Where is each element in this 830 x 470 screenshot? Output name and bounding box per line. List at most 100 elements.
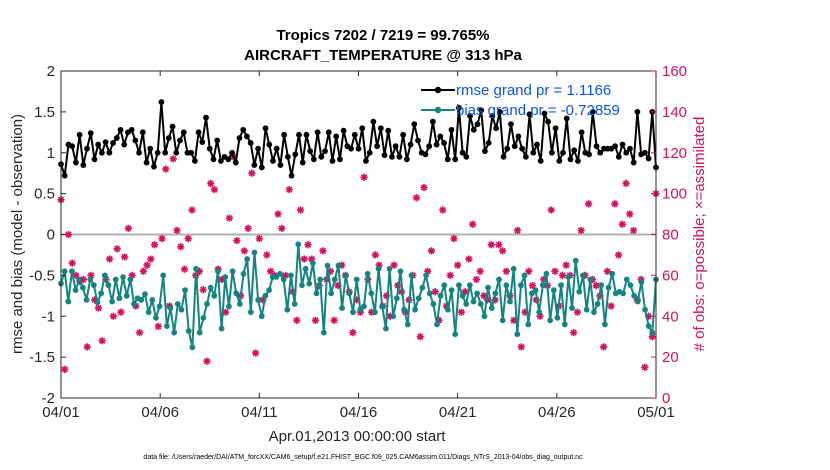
rmse-point [236,135,243,141]
rmse-point [422,151,429,158]
bias-point [105,282,112,289]
obs-marker-stroke [476,268,484,275]
obs-marker [135,329,144,337]
obs-marker-stroke [611,200,618,208]
rmse-point [151,163,157,170]
bias-point [382,325,389,332]
obs-marker-stroke [503,268,510,275]
bias-point [514,331,521,338]
obs-marker [360,173,368,181]
rmse-point [478,107,485,114]
obs-marker-stroke [113,245,121,252]
bias-point [441,282,448,289]
y-axis-left-label: rmse and bias (model - observation) [9,114,26,354]
obs-marker-stroke [447,272,454,279]
obs-marker [412,194,421,202]
rmse-point [470,126,477,133]
rmse-point [519,145,526,152]
rmse-point [511,143,518,150]
bias-point [649,329,656,336]
obs-marker [603,267,611,275]
obs-marker-stroke [473,276,480,283]
rmse-point [154,149,161,156]
bias-point [291,301,298,307]
obs-marker-stroke [185,235,192,242]
rmse-point [429,118,436,125]
obs-marker [382,292,391,300]
bias-point [361,303,367,310]
rmse-point [277,162,284,168]
y-right-tick-label: 100 [662,186,687,203]
obs-marker-stroke [630,227,637,234]
rmse-point [474,121,481,128]
rmse-point [337,156,343,163]
obs-marker [300,255,308,263]
rmse-point [173,149,180,156]
bias-point [496,276,502,283]
legend: rmse grand pr = 1.1166 bias grand pr = -… [421,82,620,119]
obs-marker [248,169,256,177]
obs-marker [629,226,638,235]
rmse-point [630,159,637,166]
y-left-tick-label: -1.5 [29,349,55,366]
bias-point [390,313,397,320]
bias-point [331,276,338,283]
x-tick-label: 04/11 [241,404,277,421]
obs-marker-stroke [263,251,270,259]
obs-marker-stroke [241,247,248,255]
obs-marker [199,286,207,294]
bias-point [317,276,324,283]
obs-marker-stroke [158,235,166,242]
obs-marker [285,185,293,194]
obs-marker-stroke [121,253,128,261]
obs-marker-stroke [480,292,488,299]
obs-marker [68,259,76,267]
data-file-footer: data file: /Users/raeder/DAI/ATM_forcXX/… [143,454,583,461]
bias-point [572,257,579,264]
obs-marker-stroke [604,268,611,275]
obs-marker-stroke [256,235,263,242]
bias-point [204,301,210,307]
obs-marker [439,206,447,214]
bias-point [569,305,575,311]
bias-point [507,298,513,305]
obs-marker [577,226,585,235]
bias-point [561,321,568,328]
bias-point [554,314,561,321]
obs-marker [117,308,125,316]
bias-point [87,276,94,283]
obs-marker-stroke [450,235,458,242]
y-left-tick-label: -2 [42,390,55,407]
legend-bias-marker [434,106,442,114]
obs-marker-stroke [196,268,203,275]
obs-marker-stroke [69,259,76,267]
obs-marker-stroke [297,206,304,214]
rmse-point [515,133,522,140]
bias-point [430,301,437,307]
bias-point [266,287,272,293]
rmse-point [296,131,302,138]
obs-marker-stroke [615,251,622,259]
rmse-point [530,149,537,156]
rmse-point [522,153,529,160]
obs-marker-stroke [80,276,87,283]
rmse-point [415,137,421,144]
obs-marker [210,185,219,194]
obs-marker [517,343,525,351]
bias-point [605,284,612,291]
rmse-point [244,133,250,140]
rmse-point [177,137,183,144]
obs-marker [450,234,458,243]
rmse-point [389,153,395,160]
y-axis-left-ticks: -2 -1.5 -1 -0.5 0 0.5 1 1.5 2 [29,63,66,407]
bias-point [233,290,240,297]
bias-point [503,282,510,289]
bias-point [580,272,586,279]
rmse-point [597,149,604,156]
obs-marker-stroke [147,255,154,263]
bias-point [218,325,225,332]
legend-rmse-marker [434,86,442,94]
rmse-point [452,156,459,163]
obs-marker-stroke [312,317,319,324]
rmse-point [496,108,503,115]
